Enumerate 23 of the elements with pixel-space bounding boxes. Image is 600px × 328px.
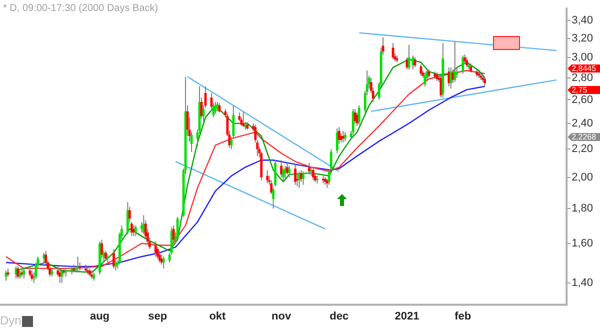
y-tick-label: 2,60 (572, 94, 594, 106)
y-tick-label: 2,80 (572, 72, 594, 84)
text: 2,75 (572, 86, 588, 95)
x-tick-label: okt (209, 310, 226, 322)
x-tick-label: nov (272, 310, 292, 322)
x-tick-label: 2021 (394, 310, 420, 322)
y-tick-label: 2,20 (572, 143, 594, 156)
y-tick-label: 2,00 (572, 171, 594, 184)
text: Dyn (0, 313, 22, 328)
x-tick-label: feb (454, 310, 472, 322)
chart-title: * D, 09:00-17:30 (2000 Days Back) (3, 2, 158, 14)
y-tick-label: 1,80 (572, 202, 594, 215)
text: 2,2268 (572, 132, 597, 142)
y-tick-label: 3,20 (572, 32, 594, 44)
y-tick-label: 3,00 (572, 51, 594, 64)
text: 2,8445 (572, 64, 597, 74)
y-tick-label: 1,40 (572, 276, 594, 289)
x-tick-label: sep (148, 310, 168, 322)
x-tick-label: aug (90, 310, 110, 322)
x-tick-label: dec (330, 310, 349, 322)
y-tick-label: 3,40 (572, 14, 594, 26)
y-tick-label: 1,60 (572, 237, 594, 250)
y-tick-label: 2,40 (572, 117, 594, 130)
